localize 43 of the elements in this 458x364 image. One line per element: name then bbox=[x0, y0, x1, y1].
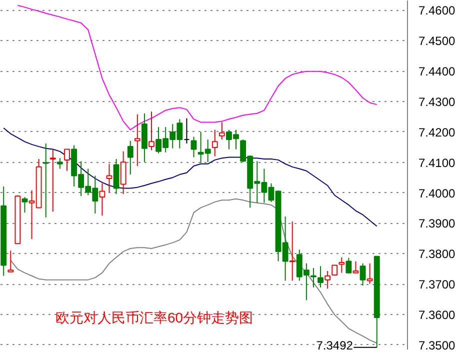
candlestick bbox=[64, 148, 70, 172]
candlestick bbox=[360, 262, 366, 286]
line-series bbox=[17, 4, 378, 130]
candlestick bbox=[148, 111, 154, 151]
candlestick bbox=[289, 220, 296, 282]
candlestick bbox=[352, 260, 359, 274]
candlestick bbox=[106, 163, 112, 193]
candlestick bbox=[338, 256, 345, 274]
candlestick bbox=[218, 122, 225, 140]
candlestick bbox=[127, 140, 134, 176]
candlestick bbox=[50, 148, 56, 212]
candlestick bbox=[324, 270, 331, 290]
candlestick bbox=[42, 143, 49, 218]
candlestick bbox=[190, 136, 197, 158]
annotation: 7.3492 bbox=[316, 338, 354, 352]
candlestick bbox=[318, 266, 324, 288]
y-tick-label: 7.4200 bbox=[418, 125, 456, 140]
candlestick bbox=[22, 196, 28, 214]
y-tick-label: 7.4500 bbox=[418, 34, 456, 48]
y-tick-label: 7.3800 bbox=[418, 247, 456, 262]
candlestick bbox=[99, 182, 106, 216]
candlestick bbox=[113, 158, 120, 195]
candlestick bbox=[120, 150, 126, 195]
y-tick-label: 7.3700 bbox=[418, 278, 456, 292]
candlestick bbox=[332, 264, 338, 276]
candlestick bbox=[212, 129, 218, 157]
y-tick-label: 7.4600 bbox=[418, 4, 456, 18]
candlestick bbox=[8, 250, 14, 272]
candlestick bbox=[184, 118, 190, 144]
y-tick-label: 7.4100 bbox=[418, 156, 456, 170]
line-series bbox=[3, 127, 378, 227]
y-tick-label: 7.3500 bbox=[418, 338, 456, 352]
y-tick-label: 7.3600 bbox=[418, 308, 456, 322]
text: 欧元对人民币汇率60分钟走势图 bbox=[56, 310, 254, 326]
candlestick bbox=[134, 114, 140, 167]
y-tick-label: 7.3900 bbox=[418, 216, 456, 231]
candlestick bbox=[366, 262, 373, 284]
y-tick-label: 7.4000 bbox=[418, 186, 456, 200]
candlestick bbox=[56, 158, 63, 170]
y-tick-label: 7.4400 bbox=[418, 64, 456, 79]
y-tick-label: 7.4300 bbox=[418, 95, 456, 110]
candlestick bbox=[310, 267, 316, 288]
candlestick bbox=[346, 257, 352, 274]
